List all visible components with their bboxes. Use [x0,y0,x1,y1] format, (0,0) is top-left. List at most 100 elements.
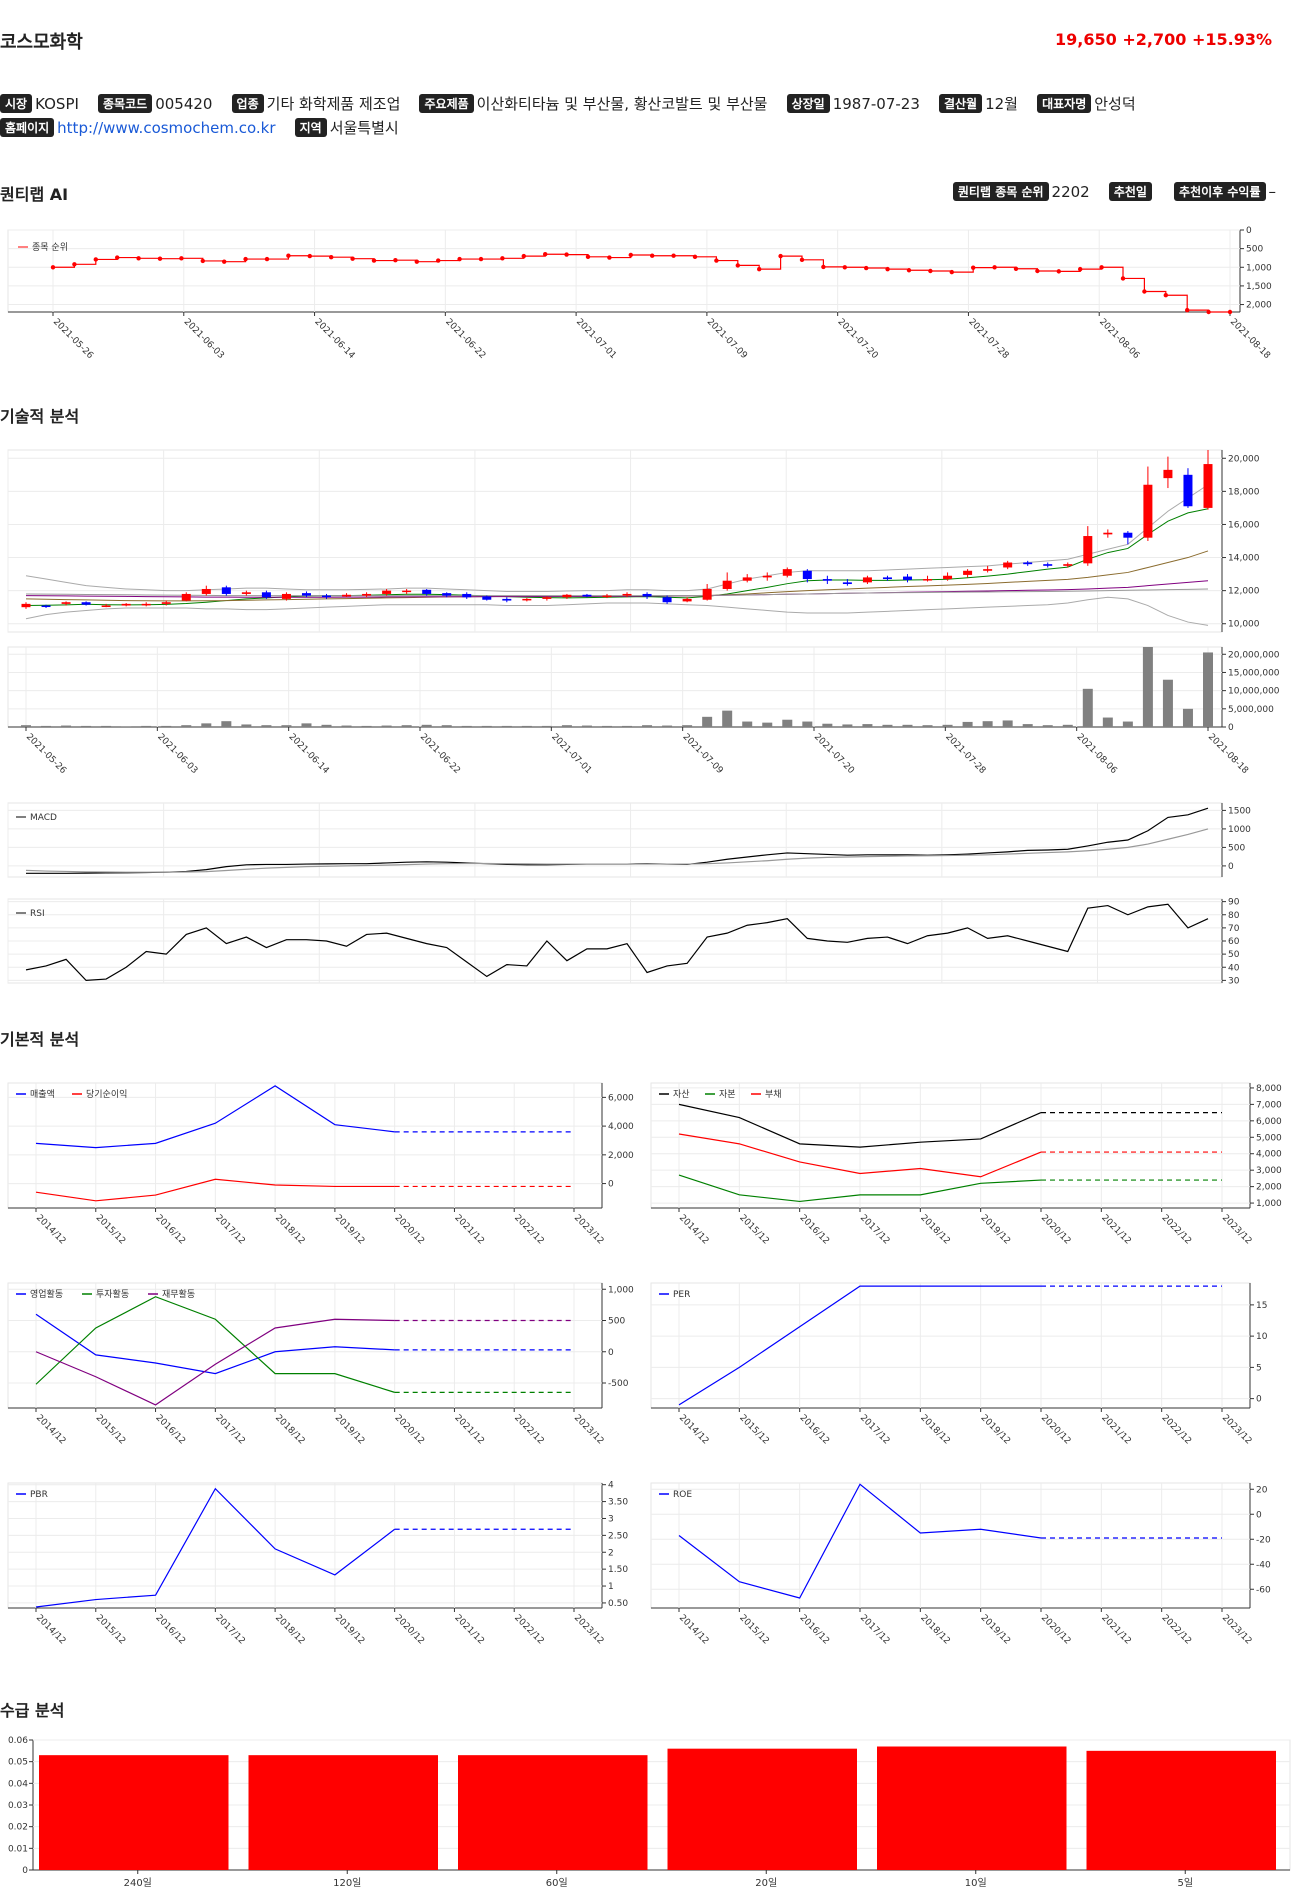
volume-bar [1162,679,1173,727]
x-tick-label: 2017/12 [858,1413,892,1447]
volume-bar [601,725,612,727]
revenue-chart: 0 2,000 4,000 6,000 2014/12 2015/12 2016/12 201… [7,1082,634,1247]
legend-label: PBR [30,1490,48,1500]
products-tag: 주요제품 [419,94,474,113]
volume-bar [762,722,773,727]
legend-label: 자본 [719,1089,736,1100]
fundamental-line [35,1178,395,1202]
region-value: 서울특별시 [329,119,399,137]
candle-body [902,576,912,580]
code-tag: 종목코드 [98,94,153,113]
rank-point [200,258,205,264]
volume-bar [181,725,192,727]
x-tick-label: 120일 [333,1877,361,1889]
y-tick-label: 12,000 [1228,587,1260,597]
candle-body [241,592,251,594]
y-tick-label: -40 [1256,1560,1271,1570]
y-tick-label: 1 [608,1582,614,1592]
x-tick-label: 2022/12 [512,1613,546,1647]
candle-body [1183,474,1193,507]
rank-point [628,252,633,258]
price-block: 19,650 +2,700 +15.93% [1055,30,1272,49]
indicator-line [25,828,1209,873]
x-tick-label: 2021/12 [452,1213,486,1247]
y-tick-label: 15 [1256,1301,1267,1311]
candle-body [281,593,291,599]
legend-label: ROE [673,1490,692,1500]
homepage-link[interactable]: http://www.cosmochem.co.kr [57,118,276,137]
x-tick-label: 2021/12 [1099,1413,1133,1447]
y-tick-label: 60 [1228,937,1240,947]
y-tick-label: 4,000 [1256,1150,1282,1160]
plot-area [7,1082,603,1209]
rank-point [992,265,997,270]
y-tick-label: 2.50 [608,1531,628,1541]
x-tick-label: 2017/12 [213,1413,247,1447]
fiscal-value: 12월 [985,95,1018,113]
candle-body [602,595,612,598]
x-tick-label: 2015/12 [94,1213,128,1247]
y-tick-label: 1,000 [608,1285,634,1295]
volume-bar [301,723,312,727]
y-tick-label: 1,500 [1246,282,1272,292]
rank-point [585,254,591,260]
volume-bar [1122,721,1133,727]
x-tick-label: 2016/12 [153,1613,187,1647]
candle-body [1043,564,1053,566]
candle-body [402,590,412,593]
moving-average-line [25,580,1209,598]
y-tick-label: 90 [1228,898,1240,908]
market-value: KOSPI [35,94,79,113]
rank-point [735,263,740,268]
candle-body [201,588,211,594]
rank-tag: 퀀티랩 종목 순위 [952,182,1049,201]
legend-label: MACD [30,813,57,823]
legend-label: 부채 [765,1089,782,1100]
y-tick-label: 10,000 [1228,620,1260,630]
rank-point [1163,293,1169,298]
rank-point [457,256,462,262]
plot-area [650,1482,1251,1609]
supply-bar [248,1755,438,1870]
roe-chart: -60 -40 -20 0 20 2014/12 2015/12 2016/12 2017/12… [650,1482,1271,1647]
legend-label: 재무활동 [162,1288,195,1300]
x-tick-label: 2019/12 [979,1213,1013,1247]
x-tick-label: 2023/12 [572,1413,606,1447]
rank-point [93,257,99,262]
x-tick-label: 2021/12 [452,1613,486,1647]
fundamental-line [678,1103,1042,1148]
x-tick-label: 2018/12 [918,1413,952,1447]
candle-body [21,603,31,608]
candle-body [121,603,131,606]
rank-point [564,252,569,257]
volume-bar [21,725,31,727]
fundamental-line [678,1483,1042,1599]
x-tick-label: 2021/12 [1099,1213,1133,1247]
rank-point [115,255,120,260]
x-tick-label: 5일 [1177,1877,1193,1889]
candle-body [762,575,772,578]
rank-point [414,259,419,264]
volume-bar [1203,652,1213,727]
x-tick-label: 2021-06-14 [312,317,356,361]
rank-point [1099,265,1104,270]
rank-point [286,253,291,258]
balance-chart: 1,000 2,000 3,000 4,000 5,000 6,000 7,000 8,000… [650,1082,1282,1247]
y-tick-label: 0 [1228,862,1234,872]
x-tick-label: 2019/12 [333,1413,367,1447]
candle-body [1163,469,1173,479]
candle-body [1063,564,1073,566]
volume-bar [842,724,853,727]
volume-bar [982,721,993,727]
candle-body [1203,464,1213,508]
supply-chart: 0 0.01 0.02 0.03 0.04 0.05 0.06 240일 120일 60일 20일 1… [8,1736,1291,1889]
y-tick-label: 3,000 [1256,1166,1282,1176]
y-tick-label: 0 [1256,1395,1262,1405]
rank-point [500,256,505,261]
rank-point [778,253,783,259]
x-tick-label: 2021/12 [452,1413,486,1447]
volume-bar [81,725,92,727]
volume-bar [361,725,372,727]
rank-point [607,255,612,260]
x-tick-label: 2017/12 [213,1613,247,1647]
